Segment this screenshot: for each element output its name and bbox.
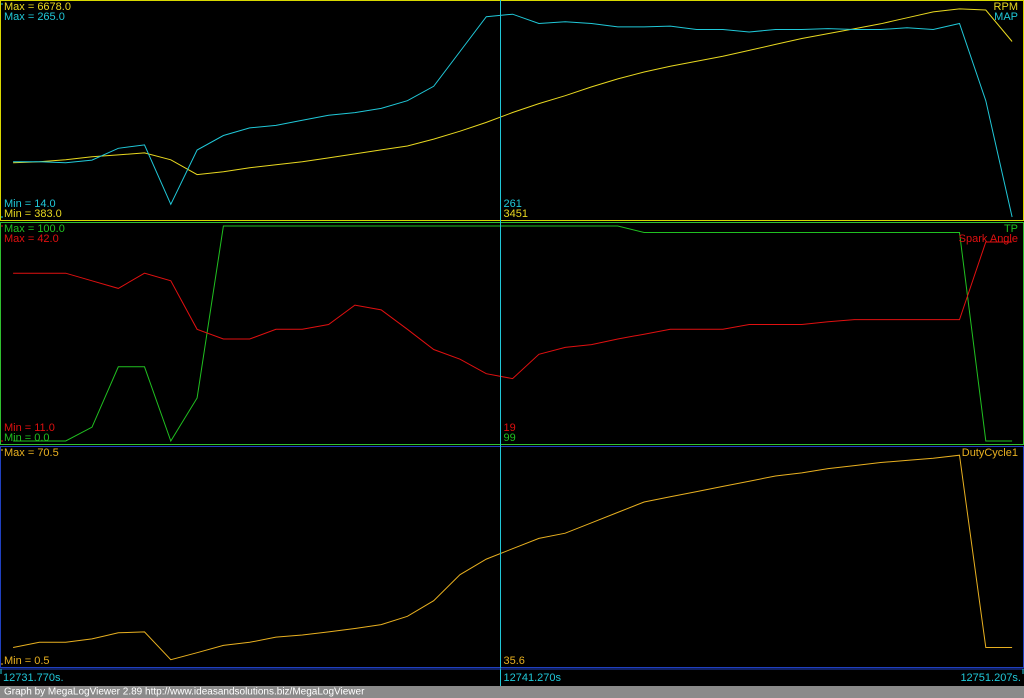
cursor-value: 35.6 <box>504 655 525 667</box>
legend-entry: Spark Angle <box>959 233 1018 245</box>
series-line <box>13 454 1013 661</box>
cursor-value: 3451 <box>504 208 528 220</box>
y-tick-label: Min = 383.0 <box>4 208 62 220</box>
legend-entry: MAP <box>994 11 1018 23</box>
legend-entry: DutyCycle1 <box>962 447 1018 459</box>
legend-entry: TP <box>1004 223 1018 235</box>
x-tick-label: 12751.207s. <box>960 672 1021 684</box>
series-line <box>13 225 1013 443</box>
y-tick-label: Min = 0.5 <box>4 655 50 667</box>
series-line <box>13 241 1013 380</box>
series-line <box>13 13 1013 218</box>
y-tick-label: Min = 0.0 <box>4 432 50 444</box>
footer: Graph by MegaLogViewer 2.89 http://www.i… <box>4 687 365 698</box>
cursor-value: 261 <box>504 198 522 210</box>
y-tick-label: Min = 11.0 <box>4 422 55 434</box>
footer-bar <box>0 686 1024 698</box>
cursor-value: 19 <box>504 422 516 434</box>
x-tick-label: 12741.270s <box>504 672 562 684</box>
x-tick-label: 12731.770s. <box>3 672 64 684</box>
cursor-value: 99 <box>504 432 516 444</box>
panel-frame <box>0 222 1024 445</box>
legend-entry: RPM <box>994 1 1018 13</box>
y-tick-label: Max = 265.0 <box>4 11 65 23</box>
series-line <box>13 8 1013 176</box>
y-tick-label: Max = 70.5 <box>4 447 59 459</box>
y-tick-label: Max = 100.0 <box>4 223 65 235</box>
panel-frame <box>0 446 1024 668</box>
panel-frame <box>0 0 1024 221</box>
y-tick-label: Max = 42.0 <box>4 233 59 245</box>
y-tick-label: Max = 6678.0 <box>4 1 71 13</box>
y-tick-label: Min = 14.0 <box>4 198 56 210</box>
